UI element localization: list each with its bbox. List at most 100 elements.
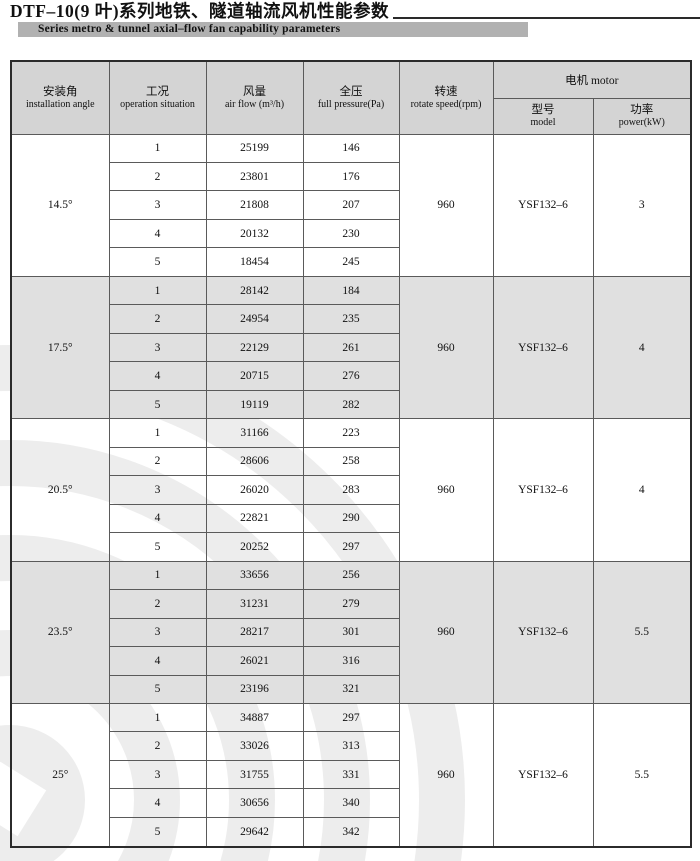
- airflow-cell: 29642: [205, 816, 304, 848]
- pressure-cell: 230: [302, 218, 400, 249]
- situation-cell: 1: [108, 702, 207, 733]
- airflow-cell: 33656: [205, 560, 304, 591]
- pressure-cell: 276: [302, 361, 400, 391]
- airflow-cell: 33026: [205, 731, 304, 761]
- table-row: 4 26021 316: [11, 646, 691, 676]
- header-rotate-speed: 转速 rotate speed(rpm): [398, 60, 494, 135]
- model-cell: YSF132–6: [492, 703, 594, 848]
- situation-cell: 5: [108, 532, 207, 562]
- table-row: 4 30656 340: [11, 788, 691, 818]
- pressure-cell: 313: [302, 731, 400, 761]
- situation-cell: 3: [108, 475, 207, 505]
- airflow-cell: 31755: [205, 759, 304, 790]
- model-cell: YSF132–6: [492, 418, 594, 562]
- situation-cell: 5: [108, 674, 207, 704]
- title-rule: [393, 17, 700, 19]
- angle-cell: 25°: [10, 703, 110, 848]
- header-motor-group: 电机 motor: [492, 60, 692, 99]
- pressure-cell: 316: [302, 646, 400, 676]
- pressure-cell: 176: [302, 161, 400, 192]
- situation-cell: 2: [108, 731, 207, 761]
- pressure-cell: 256: [302, 560, 400, 591]
- situation-cell: 3: [108, 332, 207, 363]
- header-operation-situation: 工况 operation situation: [108, 60, 207, 135]
- pressure-cell: 297: [302, 532, 400, 562]
- pressure-cell: 342: [302, 816, 400, 848]
- page-title: DTF–10(9 叶)系列地铁、隧道轴流风机性能参数: [10, 1, 390, 21]
- pressure-cell: 207: [302, 190, 400, 220]
- speed-cell: 960: [398, 703, 494, 848]
- table-row: 3 31755 331: [11, 759, 691, 790]
- power-cell: 5.5: [592, 560, 692, 705]
- table-row: 5 20252 297: [11, 532, 691, 562]
- fan-parameters-table: 安装角 installation angle 工况 operation situ…: [10, 60, 693, 848]
- pressure-cell: 245: [302, 247, 400, 277]
- power-cell: 4: [592, 275, 692, 420]
- pressure-cell: 301: [302, 617, 400, 648]
- pressure-cell: 340: [302, 788, 400, 818]
- situation-cell: 4: [108, 218, 207, 249]
- table-row: 5 18454 245: [11, 247, 691, 277]
- situation-cell: 4: [108, 646, 207, 676]
- airflow-cell: 25199: [205, 133, 304, 163]
- airflow-cell: 18454: [205, 247, 304, 277]
- situation-cell: 1: [108, 275, 207, 306]
- situation-cell: 5: [108, 247, 207, 277]
- situation-cell: 4: [108, 503, 207, 534]
- angle-block-25: 25° 1 34887 297 960 YSF132–6 5.5 2 33026…: [10, 702, 692, 848]
- pressure-cell: 235: [302, 304, 400, 334]
- title-row: DTF–10(9 叶)系列地铁、隧道轴流风机性能参数: [10, 1, 700, 21]
- table-row: 2 33026 313: [11, 731, 691, 761]
- model-cell: YSF132–6: [492, 275, 594, 420]
- speed-cell: 960: [398, 418, 494, 562]
- pressure-cell: 331: [302, 759, 400, 790]
- airflow-cell: 20715: [205, 361, 304, 391]
- angle-block-23-5: 23.5° 1 33656 256 960 YSF132–6 5.5 2 312…: [10, 560, 692, 705]
- airflow-cell: 23801: [205, 161, 304, 192]
- airflow-cell: 28142: [205, 275, 304, 306]
- pressure-cell: 321: [302, 674, 400, 704]
- airflow-cell: 28217: [205, 617, 304, 648]
- table-row: 2 24954 235: [11, 304, 691, 334]
- situation-cell: 1: [108, 418, 207, 448]
- header-motor-power: 功率 power(kW): [592, 97, 692, 135]
- pressure-cell: 184: [302, 275, 400, 306]
- pressure-cell: 279: [302, 589, 400, 619]
- situation-cell: 2: [108, 446, 207, 477]
- situation-cell: 5: [108, 816, 207, 848]
- situation-cell: 3: [108, 190, 207, 220]
- angle-cell: 17.5°: [10, 275, 110, 420]
- power-cell: 5.5: [592, 703, 692, 848]
- speed-cell: 960: [398, 560, 494, 705]
- situation-cell: 2: [108, 304, 207, 334]
- airflow-cell: 21808: [205, 190, 304, 220]
- table-row: 3 21808 207: [11, 190, 691, 220]
- situation-cell: 3: [108, 617, 207, 648]
- pressure-cell: 290: [302, 503, 400, 534]
- table-row: 4 20715 276: [11, 361, 691, 391]
- pressure-cell: 297: [302, 702, 400, 733]
- angle-block-14-5: 14.5° 1 25199 146 960 YSF132–6 3 2 23801…: [10, 133, 692, 277]
- airflow-cell: 31231: [205, 589, 304, 619]
- table-row: 2 31231 279: [11, 589, 691, 619]
- speed-cell: 960: [398, 133, 494, 277]
- angle-cell: 23.5°: [10, 560, 110, 705]
- table-row: 20.5° 1 31166 223 960 YSF132–6 4: [10, 418, 692, 562]
- angle-block-20-5: 20.5° 1 31166 223 960 YSF132–6 4 2 28606…: [10, 418, 692, 562]
- pressure-cell: 261: [302, 332, 400, 363]
- header-full-pressure: 全压 full pressure(Pa): [302, 60, 400, 135]
- table-row: 4 22821 290: [11, 503, 691, 534]
- table-row: 4 20132 230: [11, 218, 691, 249]
- table-row: 5 29642 342: [11, 816, 691, 848]
- situation-cell: 2: [108, 589, 207, 619]
- table-row: 2 23801 176: [11, 161, 691, 192]
- situation-cell: 4: [108, 361, 207, 391]
- airflow-cell: 26020: [205, 475, 304, 505]
- airflow-cell: 20132: [205, 218, 304, 249]
- power-cell: 3: [592, 133, 692, 277]
- airflow-cell: 26021: [205, 646, 304, 676]
- situation-cell: 4: [108, 788, 207, 818]
- situation-cell: 3: [108, 759, 207, 790]
- airflow-cell: 23196: [205, 674, 304, 704]
